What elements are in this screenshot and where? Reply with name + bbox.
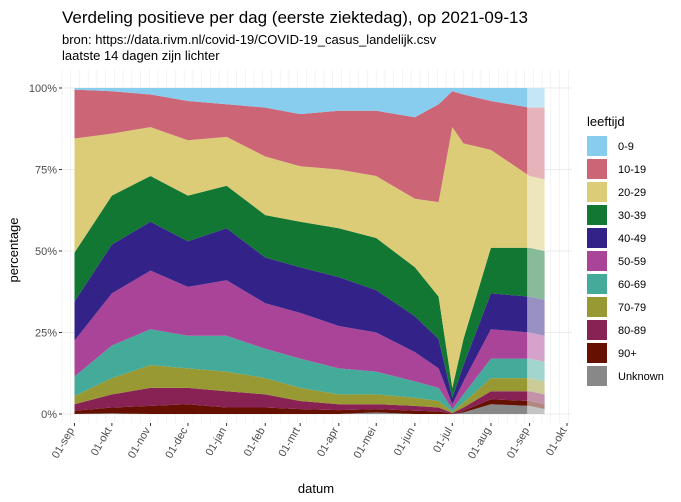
- y-axis-label: percentage: [6, 217, 21, 282]
- x-tick-label: 01-okt: [544, 425, 570, 457]
- x-tick-label: 01-jan: [204, 426, 230, 458]
- x-tick-label: 01-okt: [89, 426, 115, 458]
- legend: leeftijd 0-9 10-19 20-29 30-39 40-49 50-59 60-…: [587, 114, 664, 386]
- x-tick-label: 01-nov: [126, 425, 153, 461]
- x-tick-label: 01-dec: [163, 425, 190, 461]
- x-axis-label: datum: [298, 481, 334, 496]
- x-tick-label: 01-sep: [505, 425, 532, 460]
- x-tick-label: 01-sep: [50, 426, 77, 461]
- chart-subtitle-source: bron: https://data.rivm.nl/covid-19/COVI…: [62, 32, 437, 47]
- x-tick-label: 01-feb: [242, 426, 268, 459]
- legend-swatch: [587, 136, 607, 156]
- area-layers: [74, 88, 545, 414]
- area-70-79: [74, 365, 545, 413]
- y-tick-label: 50%: [35, 246, 57, 258]
- legend-label: 10-19: [618, 164, 646, 176]
- legend-swatch: [587, 228, 607, 248]
- legend-title: leeftijd: [587, 114, 625, 129]
- legend-swatch: [587, 320, 607, 340]
- area-Unknown: [74, 404, 545, 414]
- legend-swatch: [587, 159, 607, 179]
- area-40-49: [74, 221, 545, 405]
- legend-swatch: [587, 251, 607, 271]
- recent-days-overlay-rect: [527, 88, 546, 414]
- legend-label: 30-39: [618, 210, 646, 222]
- y-tick-label: 75%: [35, 165, 57, 177]
- legend-label: 70-79: [618, 302, 646, 314]
- legend-swatch: [587, 205, 607, 225]
- legend-label: 80-89: [618, 325, 646, 337]
- recent-days-overlay: [527, 88, 546, 414]
- area-50-59: [74, 270, 545, 410]
- legend-label: 60-69: [618, 279, 646, 291]
- x-tick-label: 01-mei: [352, 425, 379, 460]
- area-60-69: [74, 329, 545, 412]
- area-10-19: [74, 89, 545, 203]
- chart-subtitle-note: laatste 14 dagen zijn lichter: [62, 48, 220, 63]
- area-0-9: [74, 88, 545, 118]
- area-30-39: [74, 176, 545, 398]
- y-axis: 0% 25% 50% 75% 100%: [29, 83, 62, 421]
- legend-swatch: [587, 182, 607, 202]
- x-tick-label: 01-mrt: [276, 426, 302, 460]
- chart-title: Verdeling positieve per dag (eerste ziek…: [62, 8, 528, 27]
- x-axis: 01-sep 01-okt 01-nov 01-dec 01-jan 01-feb 01-m…: [50, 423, 570, 461]
- x-tick-label: 01-apr: [315, 425, 341, 459]
- y-tick-label: 25%: [35, 328, 57, 340]
- legend-swatch: [587, 366, 607, 386]
- area-90+: [74, 399, 545, 414]
- x-tick-label: 01-jul: [431, 426, 455, 455]
- area-80-89: [74, 387, 545, 414]
- legend-swatch: [587, 297, 607, 317]
- legend-label: 50-59: [618, 256, 646, 268]
- legend-label: 20-29: [618, 187, 646, 199]
- y-tick-label: 0%: [41, 409, 57, 421]
- legend-label: 40-49: [618, 233, 646, 245]
- legend-swatch: [587, 343, 607, 363]
- y-tick-label: 100%: [29, 83, 57, 95]
- x-tick-label: 01-jun: [392, 426, 418, 458]
- legend-label: 0-9: [618, 141, 634, 153]
- legend-label: 90+: [618, 348, 637, 360]
- legend-label: Unknown: [618, 371, 664, 383]
- x-tick-label: 01-aug: [466, 425, 494, 461]
- area-20-29: [74, 127, 545, 388]
- legend-swatch: [587, 274, 607, 294]
